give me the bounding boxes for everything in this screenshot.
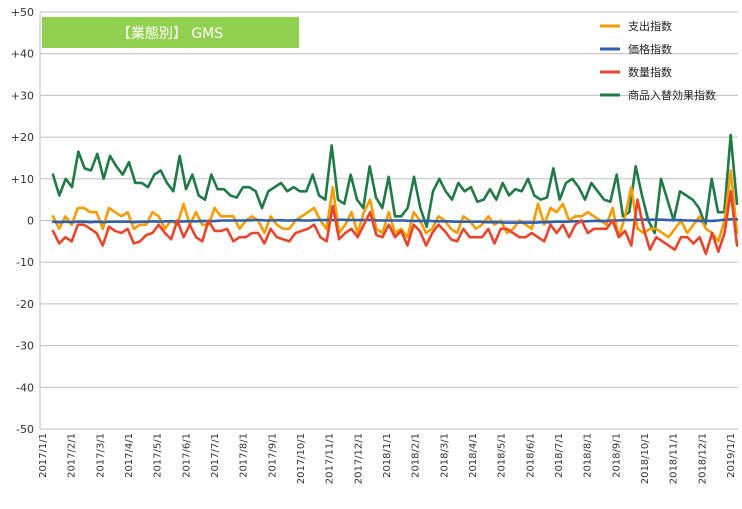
series-line-2 bbox=[51, 190, 739, 256]
x-tick-label: 2018/6/1 bbox=[525, 433, 536, 478]
x-tick-label: 2018/11/1 bbox=[669, 433, 680, 484]
legend-label: 支出指数 bbox=[628, 19, 672, 33]
y-tick-label: -20 bbox=[16, 298, 34, 311]
x-tick-label: 2017/2/1 bbox=[67, 433, 78, 478]
x-tick-label: 2017/7/1 bbox=[210, 433, 221, 478]
y-tick-label: -30 bbox=[16, 340, 34, 353]
chart-title: 【業態別】 GMS bbox=[117, 26, 223, 42]
x-tick-label: 2018/3/1 bbox=[439, 433, 450, 478]
series-line-1 bbox=[51, 217, 739, 224]
y-tick-label: +20 bbox=[11, 131, 34, 144]
legend-label: 商品入替効果指数 bbox=[628, 88, 716, 102]
x-tick-label: 2018/7/1 bbox=[554, 433, 565, 478]
y-tick-label: -50 bbox=[16, 423, 34, 436]
x-tick-label: 2017/4/1 bbox=[124, 433, 135, 478]
x-tick-label: 2017/8/1 bbox=[239, 433, 250, 478]
legend-label: 価格指数 bbox=[628, 42, 672, 56]
x-tick-label: 2018/10/1 bbox=[640, 433, 651, 484]
x-tick-label: 2018/5/1 bbox=[497, 433, 508, 478]
x-tick-label: 2018/9/1 bbox=[611, 433, 622, 478]
x-tick-label: 2017/10/1 bbox=[296, 433, 307, 484]
y-tick-label: +40 bbox=[11, 48, 34, 61]
x-tick-label: 2018/4/1 bbox=[468, 433, 479, 478]
series-line-0 bbox=[51, 169, 739, 243]
x-tick-label: 2017/5/1 bbox=[153, 433, 164, 478]
x-tick-label: 2017/1/1 bbox=[38, 433, 49, 478]
y-tick-label: +30 bbox=[11, 89, 34, 102]
x-tick-label: 2018/12/1 bbox=[697, 433, 708, 484]
y-tick-label: 0 bbox=[27, 215, 34, 228]
y-axis-ticks: +50 +40 +30 +20 +10 0 -10 -20 -30 -40 -50 bbox=[11, 6, 34, 436]
x-tick-label: 2017/6/1 bbox=[181, 433, 192, 478]
x-tick-label: 2017/3/1 bbox=[95, 433, 106, 478]
x-tick-label: 2017/11/1 bbox=[325, 433, 336, 484]
x-tick-label: 2018/1/1 bbox=[382, 433, 393, 478]
chart-title-box: 【業態別】 GMS bbox=[42, 17, 299, 48]
series-line-3 bbox=[51, 133, 739, 235]
y-tick-label: -40 bbox=[16, 381, 34, 394]
x-tick-label: 2017/12/1 bbox=[353, 433, 364, 484]
legend-label: 数量指数 bbox=[628, 65, 672, 79]
x-tick-label: 2018/8/1 bbox=[583, 433, 594, 478]
y-tick-label: -10 bbox=[16, 256, 34, 269]
series-lines bbox=[51, 133, 739, 256]
chart-title-background bbox=[42, 17, 299, 48]
x-axis-ticks: 2017/1/1 2017/2/1 2017/3/1 2017/4/1 2017/5/1… bbox=[38, 433, 737, 484]
x-tick-label: 2018/2/1 bbox=[411, 433, 422, 478]
y-tick-label: +50 bbox=[11, 6, 34, 19]
x-tick-label: 2019/1/1 bbox=[726, 433, 737, 478]
x-tick-label: 2017/9/1 bbox=[267, 433, 278, 478]
y-tick-label: +10 bbox=[11, 173, 34, 186]
